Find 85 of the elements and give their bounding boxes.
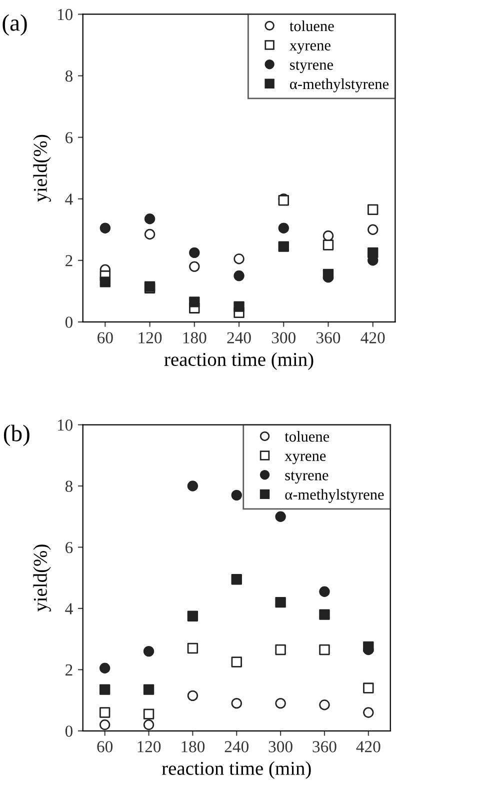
x-tick-label: 300 (272, 332, 296, 344)
legend-label: xyrene (290, 43, 330, 54)
y-tick-label: 8 (65, 70, 73, 82)
legend-label: xyrene (284, 454, 326, 464)
point (322, 240, 334, 250)
x-axis-title: reaction time (min) (162, 761, 311, 779)
point (231, 490, 242, 501)
point (322, 230, 334, 242)
y-tick-label: 0 (65, 316, 73, 328)
y-tick-label: 6 (66, 132, 73, 144)
point (144, 228, 156, 240)
point (275, 644, 286, 656)
point (322, 268, 334, 280)
x-axis-title: reaction time (min) (164, 352, 314, 370)
x-tick-label: 180 (182, 741, 205, 752)
y-axis-title: yield(%) (33, 544, 51, 612)
point (319, 586, 330, 597)
point (187, 642, 198, 654)
point (234, 254, 244, 264)
y-tick-label: 8 (65, 480, 73, 492)
point (189, 296, 200, 308)
point (189, 247, 200, 258)
point (363, 682, 374, 694)
legend-label: toluene (284, 430, 330, 442)
x-tick-label: 240 (227, 332, 251, 344)
chart-title: (b) (4, 424, 30, 446)
point (231, 574, 242, 585)
point (144, 214, 156, 224)
point (234, 301, 244, 312)
point (363, 707, 374, 718)
legend-label: toluene (290, 20, 334, 32)
point (99, 662, 110, 674)
chart-title: (a) (2, 14, 27, 36)
point (368, 247, 378, 258)
point (368, 204, 378, 215)
point (234, 270, 244, 282)
point (319, 700, 330, 710)
point (187, 480, 198, 492)
point (99, 707, 110, 718)
x-tick-label: 180 (183, 332, 206, 344)
y-tick-label: 4 (65, 194, 73, 205)
point (100, 222, 111, 234)
y-tick-label: 10 (58, 8, 73, 20)
x-tick-label: 420 (360, 332, 385, 344)
x-tick-label: 360 (312, 741, 336, 752)
point (275, 596, 286, 608)
point (278, 241, 289, 252)
y-tick-label: 2 (66, 664, 72, 676)
legend-label: α-methylstyrene (285, 488, 384, 503)
point (187, 690, 198, 702)
point (278, 222, 289, 234)
y-tick-label: 0 (65, 726, 73, 737)
legend-label: styrene (290, 61, 334, 73)
point (363, 641, 374, 652)
point (231, 698, 242, 709)
point (99, 719, 110, 730)
legend-label: styrene (285, 472, 328, 484)
x-tick-label: 420 (356, 741, 380, 752)
legend-label: α-methylstyrene (290, 78, 389, 92)
point (275, 698, 286, 709)
x-tick-label: 60 (97, 741, 113, 752)
point (143, 708, 154, 720)
point (100, 276, 111, 288)
point (319, 609, 330, 620)
point (231, 656, 242, 668)
x-tick-label: 120 (138, 741, 161, 752)
y-tick-label: 6 (66, 542, 73, 554)
y-tick-label: 4 (65, 603, 73, 614)
x-tick-label: 60 (98, 332, 113, 344)
y-tick-label: 10 (58, 419, 73, 431)
point (368, 224, 378, 235)
x-tick-label: 360 (316, 332, 340, 344)
point (143, 646, 154, 657)
point (319, 644, 330, 656)
point (187, 610, 198, 622)
x-tick-label: 300 (268, 741, 292, 752)
point (143, 684, 154, 695)
y-tick-label: 2 (66, 255, 72, 266)
y-axis-title: yield(%) (33, 134, 51, 202)
point (275, 511, 286, 522)
point (189, 261, 200, 272)
x-tick-label: 240 (224, 741, 248, 752)
point (99, 684, 110, 695)
point (143, 719, 154, 730)
x-tick-label: 120 (138, 332, 162, 344)
